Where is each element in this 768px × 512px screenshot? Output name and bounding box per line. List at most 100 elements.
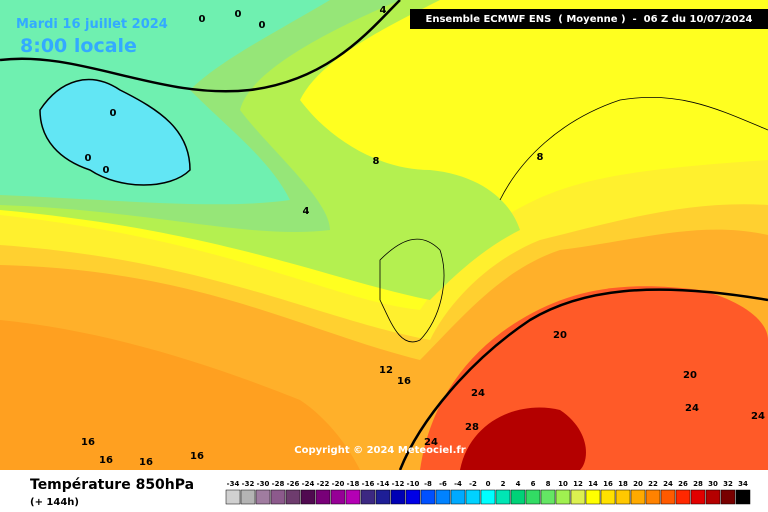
legend-label: 2 — [501, 480, 506, 488]
legend-label: -32 — [242, 480, 255, 488]
legend-swatch — [435, 489, 451, 505]
coastline — [379, 238, 445, 343]
legend-label: 20 — [633, 480, 643, 488]
footer-title: Température 850hPa — [30, 477, 194, 493]
legend-swatch — [690, 489, 706, 505]
legend-swatch — [300, 489, 316, 505]
contour-label: 16 — [397, 376, 411, 387]
contour-label: 28 — [465, 422, 479, 433]
legend-swatch — [420, 489, 436, 505]
legend-swatch — [480, 489, 496, 505]
legend-swatch — [675, 489, 691, 505]
legend-label: 24 — [663, 480, 673, 488]
contour-label: 4 — [380, 5, 387, 16]
contour-label: 16 — [139, 457, 153, 468]
legend-swatch — [660, 489, 676, 505]
legend-label: -24 — [302, 480, 315, 488]
legend-label: -12 — [392, 480, 405, 488]
legend-label: 6 — [531, 480, 536, 488]
legend-swatch — [315, 489, 331, 505]
legend-swatch — [345, 489, 361, 505]
contour-label: 0 — [103, 165, 110, 176]
legend-label: -18 — [347, 480, 360, 488]
legend-swatch — [285, 489, 301, 505]
contour-0 — [0, 0, 401, 93]
legend-label: 22 — [648, 480, 658, 488]
legend-label: 30 — [708, 480, 718, 488]
contour-20 — [398, 288, 768, 471]
legend-label: 28 — [693, 480, 703, 488]
legend-swatch — [630, 489, 646, 505]
legend-label: -16 — [362, 480, 375, 488]
legend-swatch — [645, 489, 661, 505]
footer-lead: (+ 144h) — [30, 497, 79, 508]
contour-label: 0 — [85, 153, 92, 164]
legend-swatch — [705, 489, 721, 505]
legend-label: 12 — [573, 480, 583, 488]
contour-label: 0 — [235, 9, 242, 20]
legend-label: -30 — [257, 480, 270, 488]
contour-label: 8 — [537, 152, 544, 163]
legend-swatch — [405, 489, 421, 505]
legend-label: 4 — [516, 480, 521, 488]
legend-swatch — [375, 489, 391, 505]
contour-label: 24 — [685, 403, 699, 414]
legend-label: -34 — [227, 480, 240, 488]
legend-swatch — [465, 489, 481, 505]
model-info: Ensemble ECMWF ENS ( Moyenne ) - 06 Z du… — [426, 14, 753, 25]
legend-label: -2 — [469, 480, 477, 488]
map: Ensemble ECMWF ENS ( Moyenne ) - 06 Z du… — [0, 0, 768, 471]
legend-label: 16 — [603, 480, 613, 488]
legend-label: -28 — [272, 480, 285, 488]
legend: -34 -32 -30 -28 -26 -24 -22 -20 -18 -16 -14 -12 -10-… — [225, 480, 751, 505]
legend-label: -4 — [454, 480, 462, 488]
legend-swatch — [450, 489, 466, 505]
legend-swatch — [390, 489, 406, 505]
contour-label: 20 — [683, 370, 697, 381]
legend-swatch — [735, 489, 751, 505]
legend-label: 18 — [618, 480, 628, 488]
legend-swatch — [270, 489, 286, 505]
legend-swatch — [495, 489, 511, 505]
contour-label: 0 — [199, 14, 206, 25]
legend-label: 32 — [723, 480, 733, 488]
contour-label: 24 — [471, 388, 485, 399]
legend-swatch — [255, 489, 271, 505]
legend-swatch — [240, 489, 256, 505]
contour-label: 20 — [553, 330, 567, 341]
header-box — [410, 9, 768, 29]
legend-label: -8 — [424, 480, 432, 488]
contour-label: 16 — [99, 455, 113, 466]
time: 8:00 locale — [20, 35, 137, 57]
legend-label: -14 — [377, 480, 390, 488]
legend-label: -10 — [407, 480, 420, 488]
contour-label: 24 — [424, 437, 438, 448]
legend-swatch — [330, 489, 346, 505]
contour-label: 4 — [303, 206, 310, 217]
legend-label: -6 — [439, 480, 447, 488]
legend-swatch — [600, 489, 616, 505]
legend-swatch — [720, 489, 736, 505]
coastline — [499, 97, 768, 201]
legend-label: 34 — [738, 480, 748, 488]
legend-label: -22 — [317, 480, 330, 488]
date: Mardi 16 juillet 2024 — [16, 17, 168, 32]
copyright: Copyright © 2024 Meteociel.fr — [294, 445, 465, 456]
contour-label: 16 — [81, 437, 95, 448]
legend-label: 10 — [558, 480, 568, 488]
contour-label: 12 — [379, 365, 393, 376]
legend-label: 0 — [486, 480, 491, 488]
legend-swatch — [615, 489, 631, 505]
legend-swatch — [585, 489, 601, 505]
contour-label: 16 — [190, 451, 204, 462]
legend-swatch — [570, 489, 586, 505]
legend-swatch — [555, 489, 571, 505]
dark-red-zone — [460, 407, 586, 470]
contour-label: 8 — [373, 156, 380, 167]
legend-swatch — [525, 489, 541, 505]
legend-label: 14 — [588, 480, 598, 488]
contour-label: 0 — [110, 108, 117, 119]
legend-swatch — [225, 489, 241, 505]
